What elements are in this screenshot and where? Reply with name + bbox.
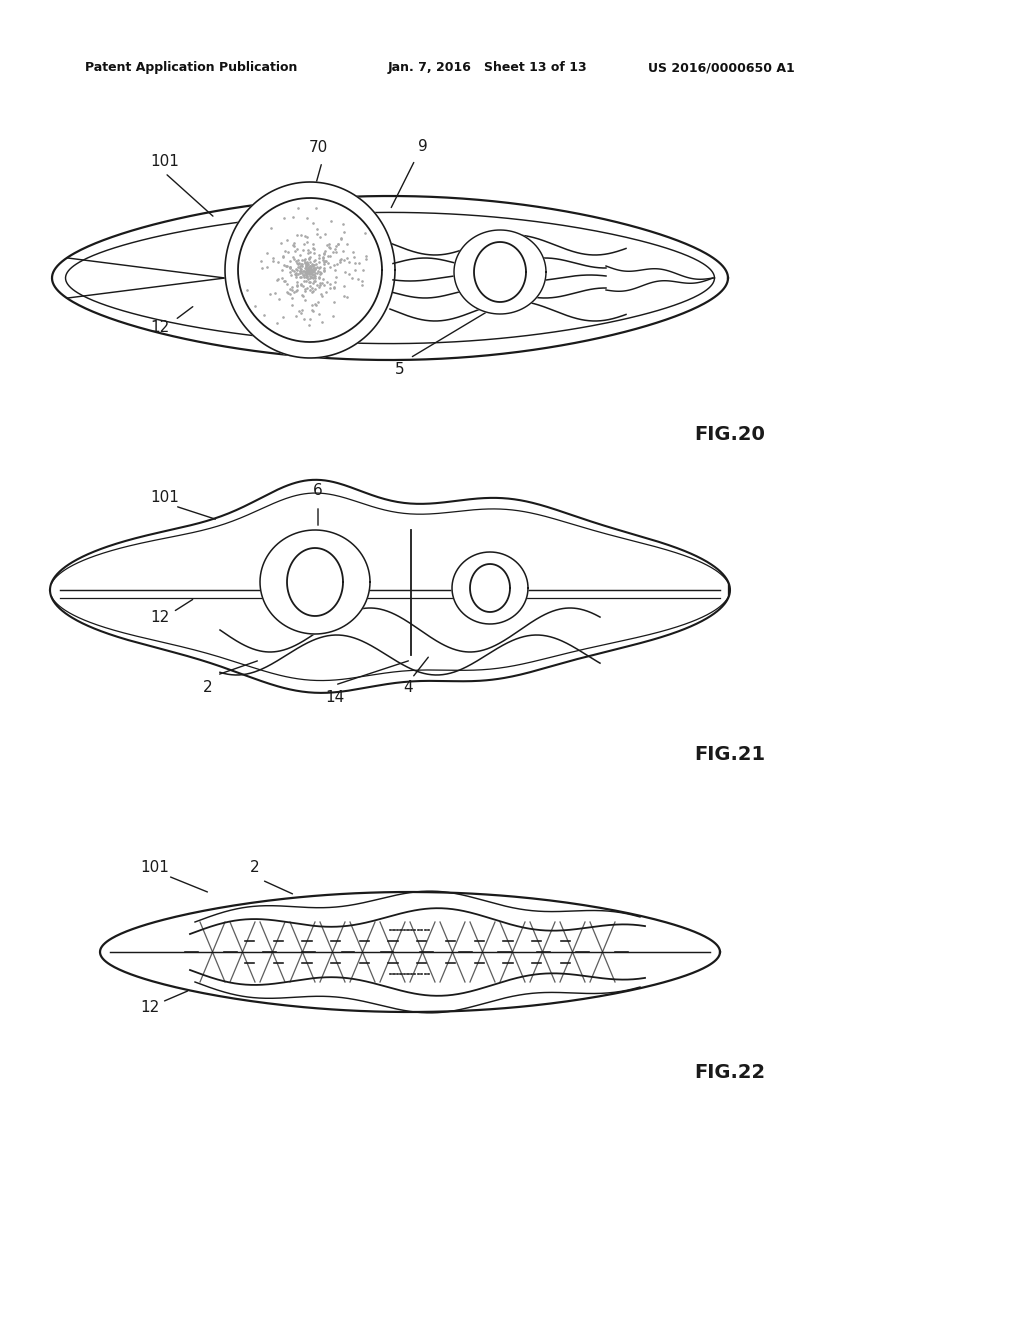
Text: FIG.22: FIG.22: [694, 1063, 766, 1081]
Polygon shape: [454, 230, 546, 314]
Text: 101: 101: [150, 491, 179, 506]
Polygon shape: [470, 564, 510, 612]
Polygon shape: [287, 548, 343, 616]
Text: FIG.20: FIG.20: [694, 425, 765, 445]
Text: 70: 70: [308, 140, 328, 154]
Text: 101: 101: [140, 861, 169, 875]
Text: 5: 5: [395, 362, 404, 378]
Polygon shape: [225, 182, 395, 358]
Text: FIG.21: FIG.21: [694, 746, 766, 764]
Text: 6: 6: [313, 483, 323, 498]
Text: Jan. 7, 2016   Sheet 13 of 13: Jan. 7, 2016 Sheet 13 of 13: [388, 62, 588, 74]
Text: 4: 4: [403, 680, 413, 696]
Text: Patent Application Publication: Patent Application Publication: [85, 62, 297, 74]
Polygon shape: [238, 198, 382, 342]
Polygon shape: [50, 479, 730, 693]
Text: 12: 12: [150, 610, 169, 626]
Text: US 2016/0000650 A1: US 2016/0000650 A1: [648, 62, 795, 74]
Text: 101: 101: [150, 154, 179, 169]
Polygon shape: [474, 242, 526, 302]
Text: 12: 12: [150, 321, 169, 335]
Text: 2: 2: [250, 861, 260, 875]
Text: 9: 9: [418, 139, 428, 154]
Text: 12: 12: [140, 1001, 160, 1015]
Text: 14: 14: [326, 690, 345, 705]
Text: 2: 2: [203, 680, 213, 696]
Polygon shape: [52, 195, 728, 360]
Polygon shape: [260, 531, 370, 634]
Polygon shape: [452, 552, 528, 624]
Polygon shape: [100, 892, 720, 1012]
